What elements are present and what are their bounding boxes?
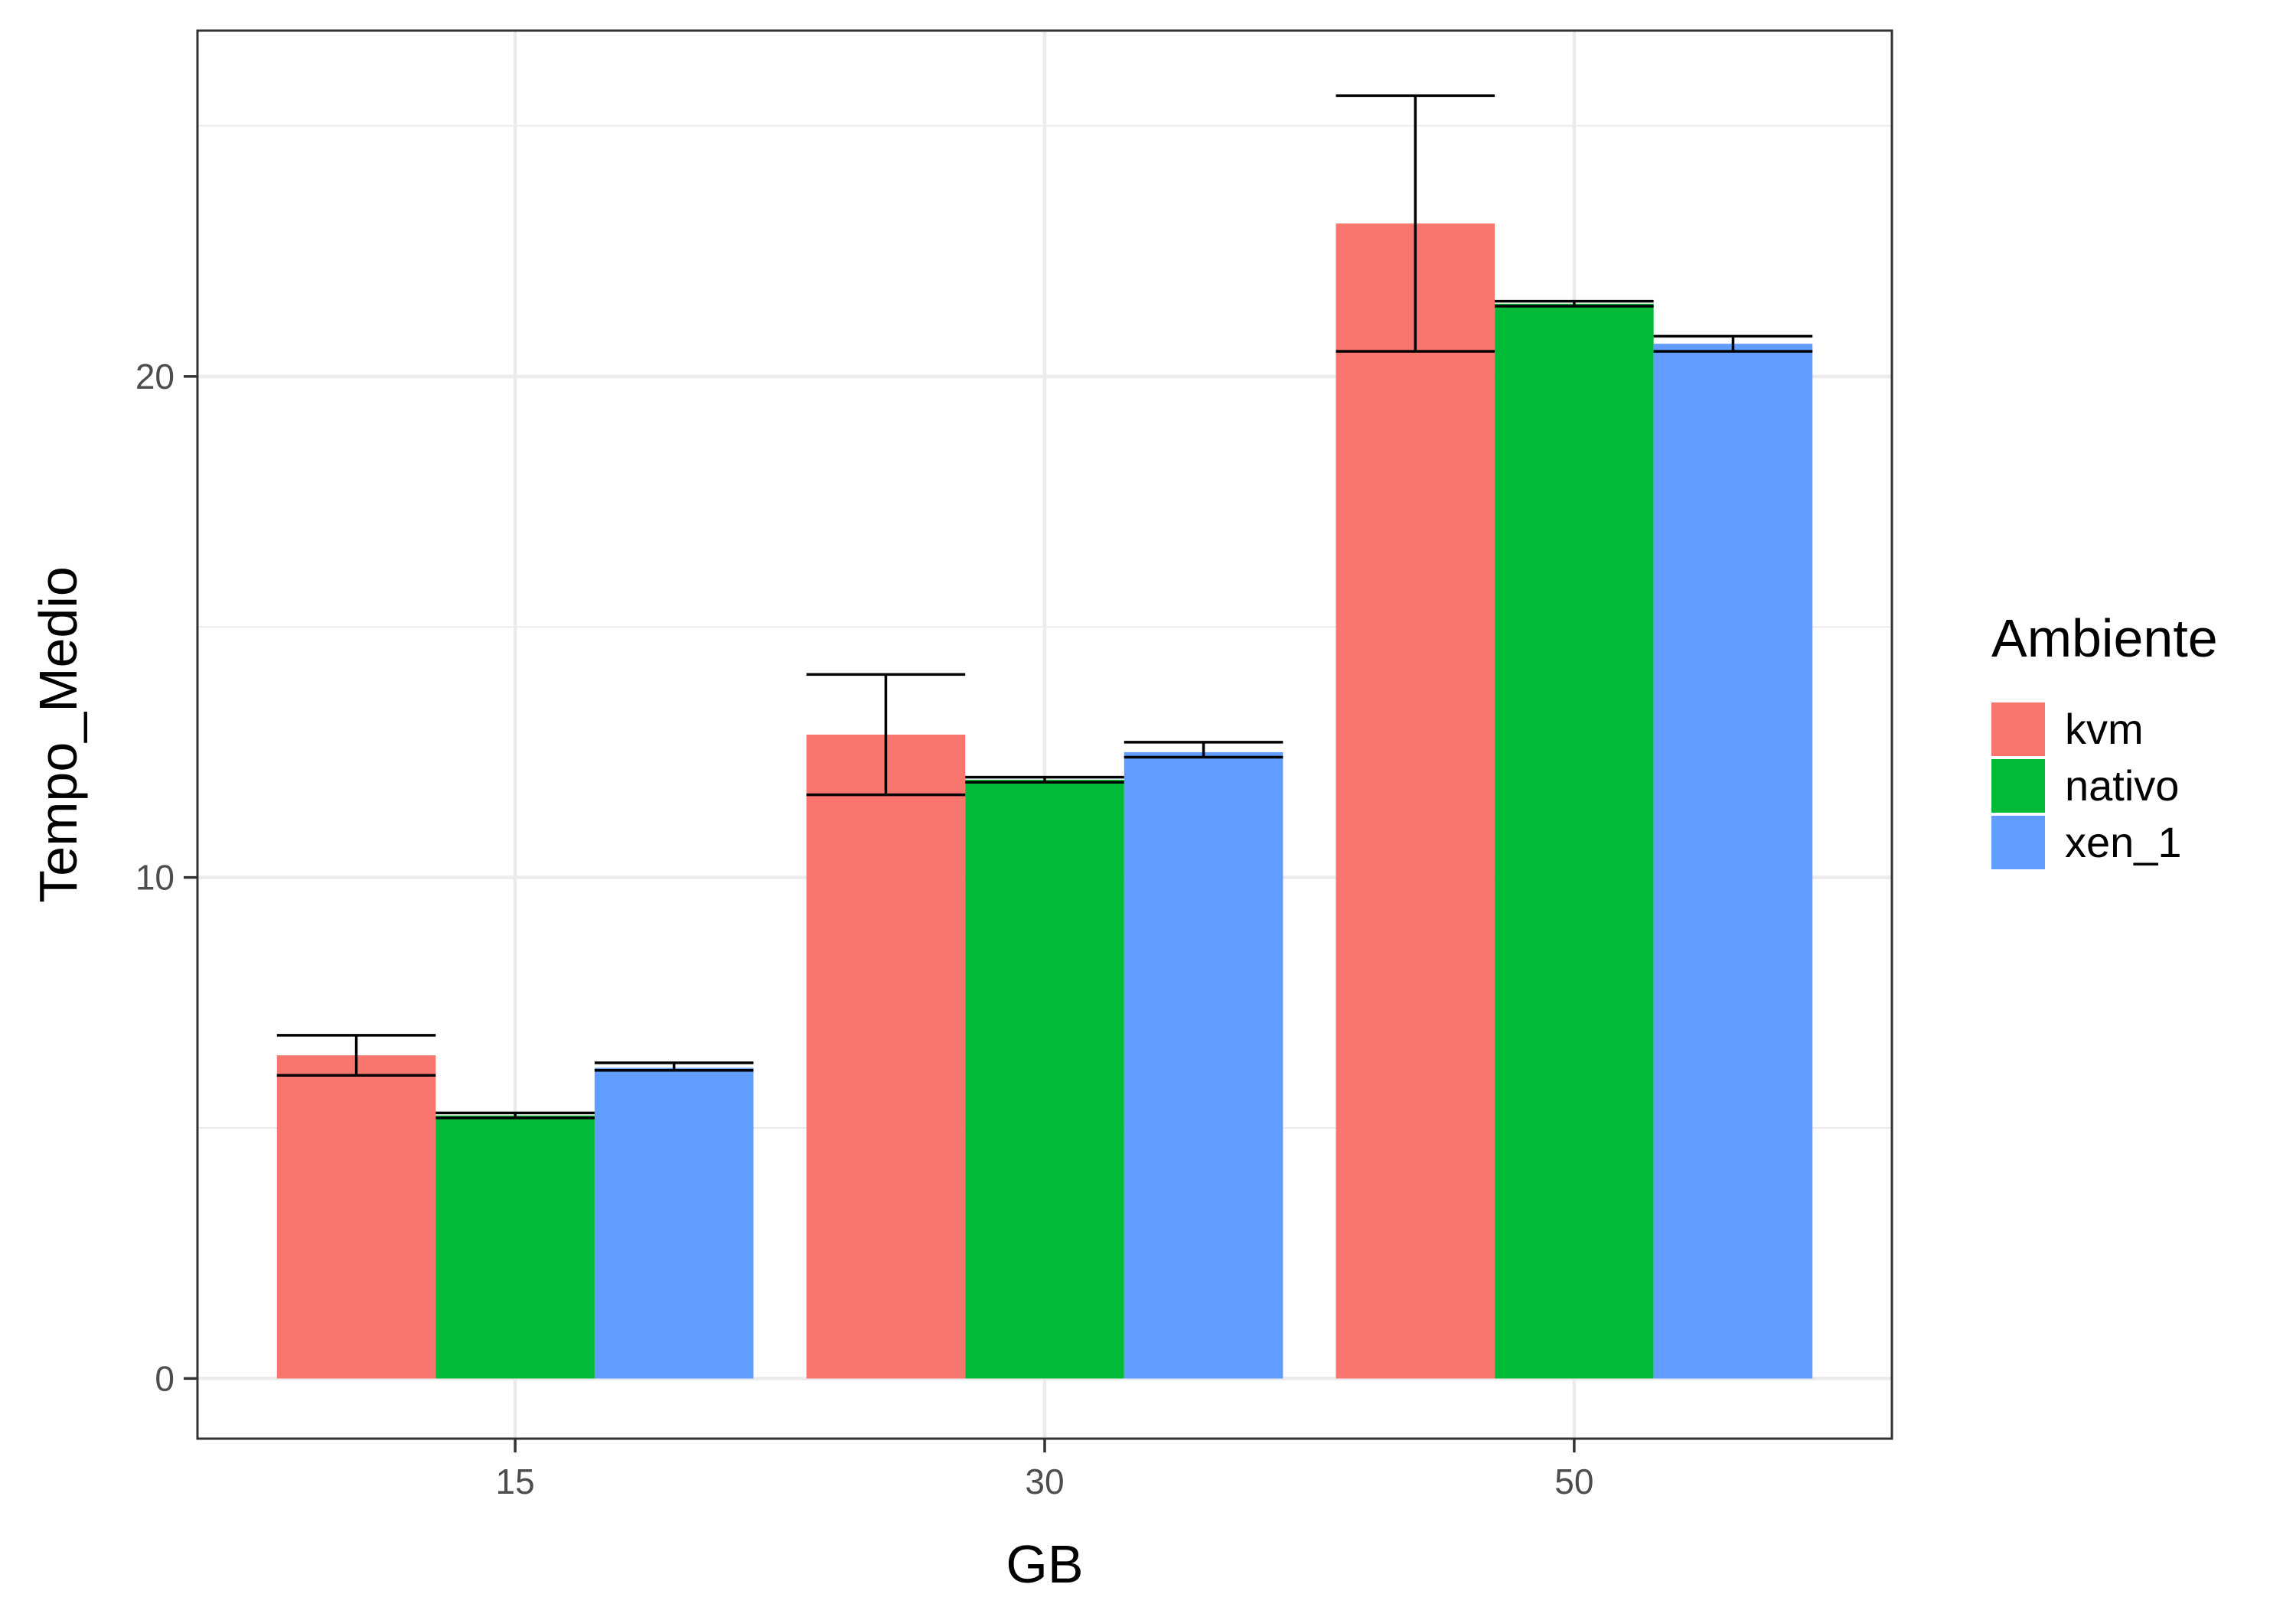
bar-nativo-50 xyxy=(1495,303,1654,1379)
y-axis: 0 10 20 xyxy=(135,357,197,1398)
bar-kvm-50 xyxy=(1336,223,1495,1379)
legend-label-nativo: nativo xyxy=(2065,761,2179,810)
bar-xen_1-50 xyxy=(1653,344,1813,1379)
error-bars xyxy=(276,94,1813,1120)
x-axis-title: GB xyxy=(1006,1534,1083,1594)
legend-label-xen_1: xen_1 xyxy=(2065,818,2182,866)
legend-item-kvm: kvm xyxy=(1991,702,2144,756)
legend-label-kvm: kvm xyxy=(2065,705,2144,753)
error-bar-xen_1-15 xyxy=(594,1061,754,1072)
bar-xen_1-30 xyxy=(1124,751,1283,1379)
y-tick-label: 20 xyxy=(135,357,174,396)
bar-nativo-15 xyxy=(435,1115,595,1379)
legend-title: Ambiente xyxy=(1991,608,2218,668)
legend-key-xen_1 xyxy=(1991,816,2045,869)
legend-key-nativo xyxy=(1991,759,2045,813)
error-bar-kvm-50 xyxy=(1336,94,1495,353)
error-bar-nativo-30 xyxy=(965,775,1124,784)
x-tick-label: 15 xyxy=(496,1462,535,1501)
y-tick-label: 10 xyxy=(135,858,174,898)
legend-item-nativo: nativo xyxy=(1991,759,2179,813)
error-bar-kvm-30 xyxy=(806,673,966,797)
legend: Ambiente kvm nativo xen_1 xyxy=(1991,608,2218,869)
bars xyxy=(276,223,1813,1379)
legend-item-xen_1: xen_1 xyxy=(1991,816,2182,869)
y-axis-title: Tempo_Medio xyxy=(28,566,88,903)
error-bar-nativo-15 xyxy=(435,1111,595,1120)
error-bar-kvm-15 xyxy=(276,1034,436,1077)
y-tick-label: 0 xyxy=(155,1358,174,1398)
bar-xen_1-15 xyxy=(594,1068,754,1379)
bar-kvm-30 xyxy=(806,735,966,1379)
x-tick-label: 50 xyxy=(1554,1462,1593,1501)
x-axis: 15 30 50 xyxy=(496,1439,1593,1501)
error-bar-nativo-50 xyxy=(1495,299,1654,308)
x-tick-label: 30 xyxy=(1025,1462,1064,1501)
error-bar-xen_1-30 xyxy=(1124,741,1283,759)
error-bar-xen_1-50 xyxy=(1653,334,1813,353)
bar-kvm-15 xyxy=(276,1055,436,1379)
legend-key-kvm xyxy=(1991,702,2045,756)
bar-nativo-30 xyxy=(965,779,1124,1379)
